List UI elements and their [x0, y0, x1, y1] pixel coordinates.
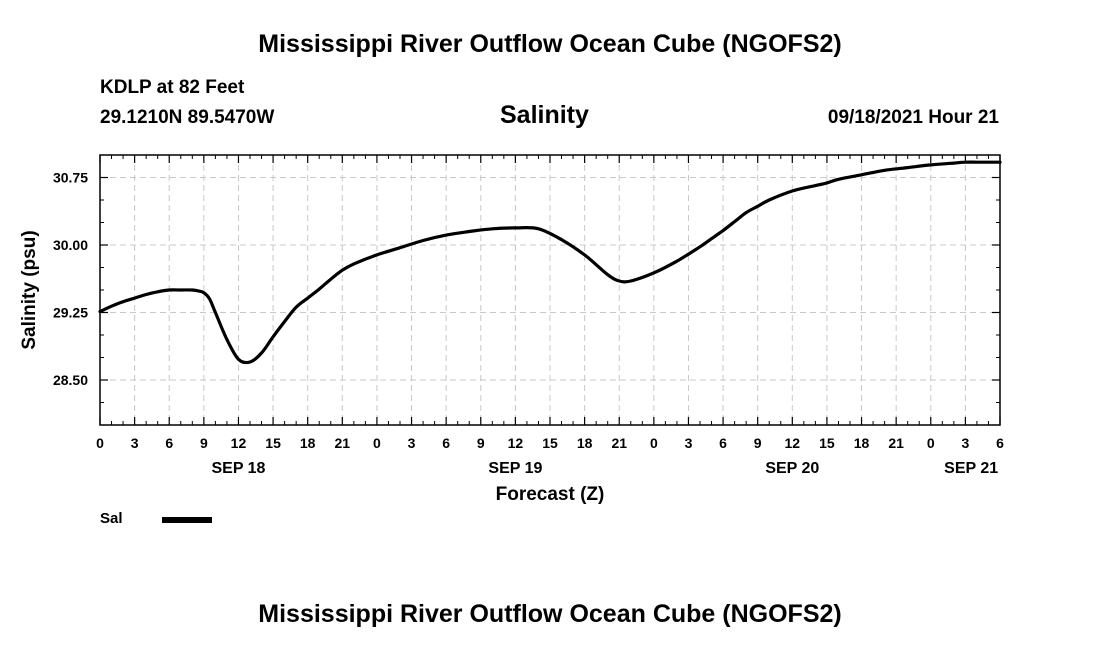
x-tick-label: 6	[165, 435, 173, 451]
x-tick-label: 12	[508, 435, 524, 451]
x-tick-label: 0	[650, 435, 658, 451]
x-tick-label: 15	[265, 435, 281, 451]
y-tick-label: 29.25	[53, 305, 88, 321]
series-layer	[98, 160, 1002, 365]
x-tick-label: 6	[719, 435, 727, 451]
x-tick-label: 18	[854, 435, 870, 451]
x-tick-label: 0	[96, 435, 104, 451]
x-tick-label: 9	[477, 435, 485, 451]
x-tick-label: 12	[785, 435, 801, 451]
x-tick-label: 12	[231, 435, 247, 451]
x-tick-label: 0	[373, 435, 381, 451]
x-tick-label: 3	[685, 435, 693, 451]
x-tick-label: 15	[819, 435, 835, 451]
x-tick-label: 9	[754, 435, 762, 451]
x-tick-label: 0	[927, 435, 935, 451]
y-tick-label: 30.75	[53, 170, 88, 186]
x-date-label: SEP 21	[944, 460, 998, 477]
chart-bottom-title: Mississippi River Outflow Ocean Cube (NG…	[258, 600, 842, 628]
x-tick-label: 18	[300, 435, 316, 451]
parameter-title: Salinity	[500, 101, 589, 129]
x-tick-label: 21	[611, 435, 627, 451]
y-tick-label: 30.00	[53, 237, 88, 253]
x-tick-label: 3	[131, 435, 139, 451]
y-axis-title: Salinity (psu)	[19, 230, 40, 349]
x-tick-label: 15	[542, 435, 558, 451]
tick-layer	[99, 154, 1001, 426]
grid-layer	[100, 155, 1000, 425]
forecast-datetime: 09/18/2021 Hour 21	[827, 107, 999, 128]
x-axis-title: Forecast (Z)	[496, 484, 605, 505]
legend-line-swatch	[162, 517, 212, 523]
x-tick-label: 3	[408, 435, 416, 451]
x-tick-label: 21	[335, 435, 351, 451]
x-tick-label: 9	[200, 435, 208, 451]
legend-label: Sal	[100, 510, 123, 527]
x-tick-label: 6	[442, 435, 450, 451]
x-tick-label: 21	[888, 435, 904, 451]
x-date-label: SEP 18	[211, 460, 265, 477]
x-date-label: SEP 19	[488, 460, 542, 477]
label-layer: 0 3 6 9 12 15 18 21 0 3 6 9 12 15 18 21 0 3 6 9 12 15 18 21 0 3 6 2…	[19, 170, 1004, 506]
x-date-label: SEP 20	[765, 460, 819, 477]
y-tick-label: 28.50	[53, 372, 88, 388]
chart-top-title: Mississippi River Outflow Ocean Cube (NG…	[258, 30, 842, 58]
series-line-sal	[98, 160, 1002, 365]
station-label: KDLP at 82 Feet	[100, 77, 245, 98]
x-tick-label: 6	[996, 435, 1004, 451]
station-coordinates: 29.1210N 89.5470W	[100, 107, 275, 128]
x-tick-label: 3	[961, 435, 969, 451]
x-tick-label: 18	[577, 435, 593, 451]
